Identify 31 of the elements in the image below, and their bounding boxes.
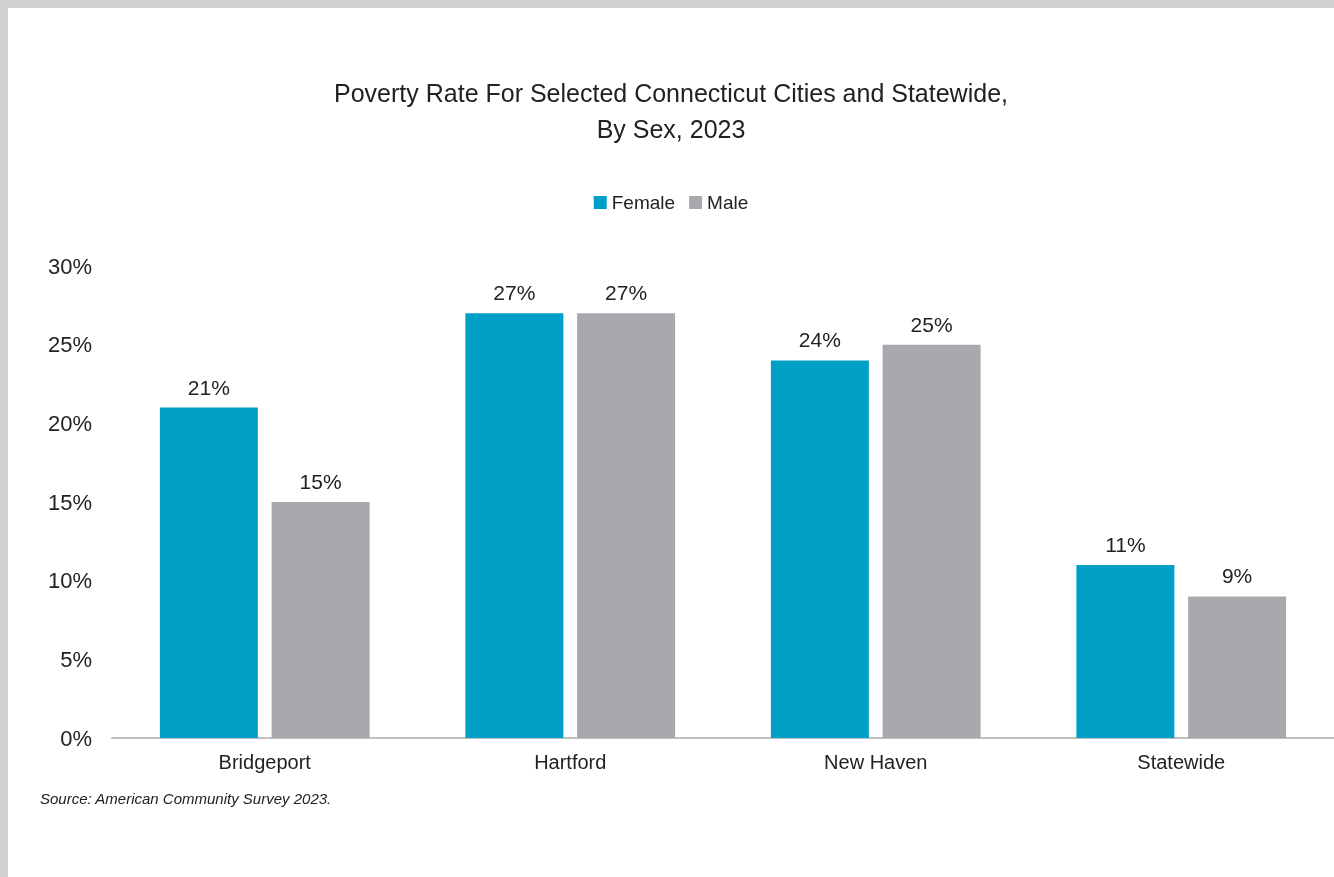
y-tick-label: 0% xyxy=(60,725,92,751)
y-tick-label: 25% xyxy=(47,332,92,358)
data-label: 11% xyxy=(1105,532,1146,556)
legend-label: Female xyxy=(611,192,676,213)
data-label: 25% xyxy=(910,312,953,336)
bar xyxy=(271,502,370,738)
y-tick-label: 5% xyxy=(60,646,92,672)
data-label: 9% xyxy=(1221,564,1253,588)
data-label: 24% xyxy=(798,328,841,352)
bar xyxy=(577,313,676,738)
bar xyxy=(159,407,258,738)
data-label: 15% xyxy=(299,470,342,493)
x-tick-label: Bridgeport xyxy=(218,751,312,773)
chart-title: Poverty Rate For Selected Connecticut Cities and Statewide, By Sex, 2023 xyxy=(334,79,1008,143)
legend-label: Male xyxy=(707,192,749,213)
bar xyxy=(465,313,564,738)
bar xyxy=(882,344,981,738)
x-tick-label: New Haven xyxy=(824,751,928,773)
bar xyxy=(770,360,869,738)
bar xyxy=(1076,564,1175,738)
x-tick-label: Statewide xyxy=(1137,751,1226,773)
data-label: 27% xyxy=(605,281,648,305)
x-tick-label: Hartford xyxy=(534,751,607,773)
y-tick-label: 10% xyxy=(47,568,92,594)
data-label: 27% xyxy=(493,281,536,305)
data-label: 21% xyxy=(187,375,230,399)
y-tick-label: 20% xyxy=(47,410,92,436)
bar xyxy=(1188,596,1287,738)
source-note: Source: American Community Survey 2023. xyxy=(40,790,332,807)
y-tick-label: 30% xyxy=(47,253,92,279)
y-tick-label: 15% xyxy=(47,489,92,515)
